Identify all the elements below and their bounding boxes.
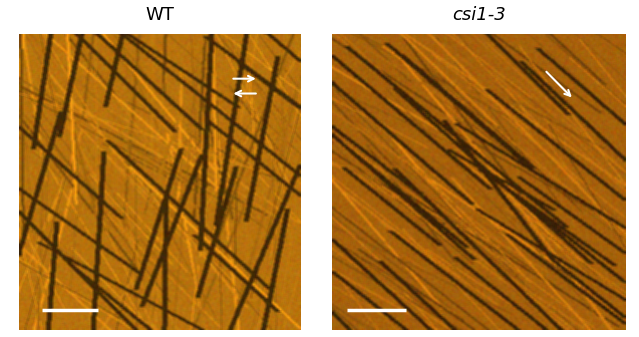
Text: WT: WT <box>145 6 174 24</box>
Text: csi1-3: csi1-3 <box>452 6 506 24</box>
